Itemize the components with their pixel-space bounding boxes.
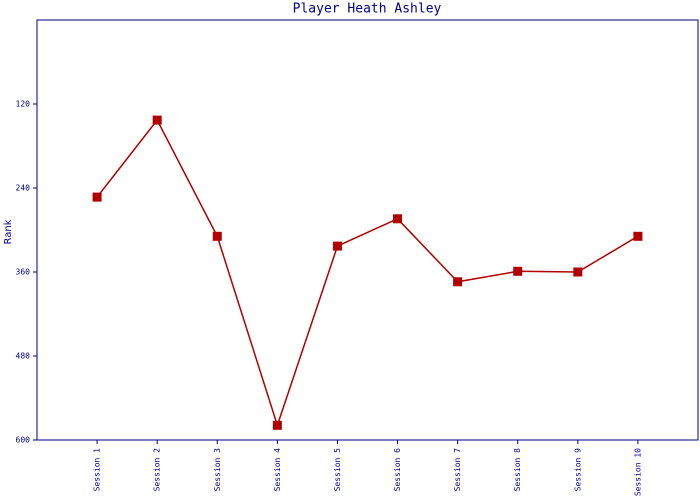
point-marker: [92, 192, 102, 202]
x-tick-label: Session 7: [453, 448, 462, 492]
point-marker: [453, 277, 463, 287]
y-tick-label: 120: [16, 100, 31, 109]
chart-title: Player Heath Ashley: [293, 2, 442, 17]
y-axis-label: Rank: [3, 219, 14, 244]
point-marker: [272, 420, 282, 430]
x-tick-label: Session 8: [513, 448, 522, 492]
point-marker: [152, 115, 162, 125]
series-line: [96, 118, 639, 428]
y-tick-label: 480: [16, 352, 31, 361]
point-marker: [633, 231, 643, 241]
plot-frame: [36, 19, 699, 441]
x-tick-label: Session 1: [93, 448, 102, 492]
x-tick-label: Session 4: [273, 448, 282, 492]
x-tick-label: Session 10: [633, 448, 642, 496]
y-tick-label: 360: [16, 268, 31, 277]
x-tick-label: Session 9: [573, 448, 582, 492]
point-marker: [393, 214, 403, 224]
x-tick-label: Session 5: [333, 448, 342, 492]
point-marker: [212, 231, 222, 241]
y-tick-label: 240: [16, 184, 31, 193]
x-tick-label: Session 3: [213, 448, 222, 492]
point-marker: [573, 267, 583, 277]
x-tick-label: Session 2: [153, 448, 162, 492]
x-tick-label: Session 6: [393, 448, 402, 492]
point-marker: [513, 266, 523, 276]
point-marker: [332, 241, 342, 251]
y-tick-label: 600: [16, 436, 31, 445]
